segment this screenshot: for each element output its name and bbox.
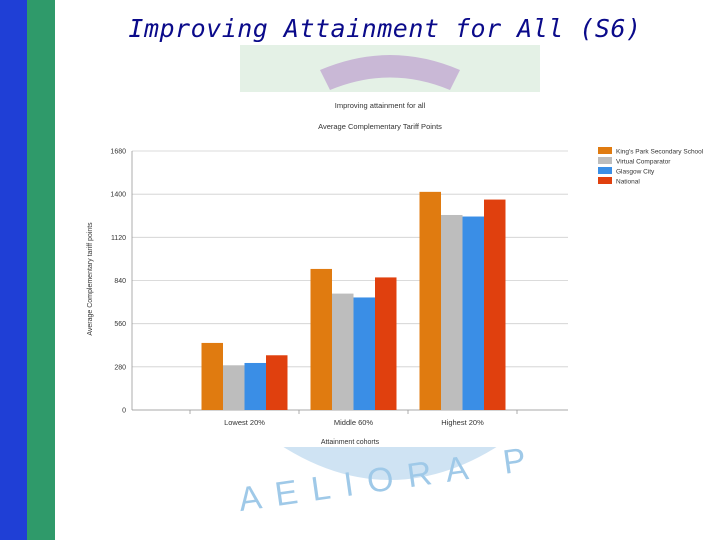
y-tick-labels: 0 280 560 840 1120 1400 1680: [110, 149, 126, 415]
legend-swatch: [598, 157, 612, 164]
y-tick-label: 1400: [110, 192, 126, 199]
bar: [484, 199, 506, 410]
bar: [223, 365, 245, 410]
bar: [244, 362, 266, 410]
y-tick-label: 840: [114, 278, 126, 285]
legend-swatch: [598, 177, 612, 184]
x-axis-label: Attainment cohorts: [321, 439, 380, 446]
chart-panel: Improving attainment for all Average Com…: [80, 92, 720, 447]
bar: [419, 191, 441, 410]
chart-subtitle: Average Complementary Tariff Points: [318, 122, 442, 131]
slide-title: Improving Attainment for All (S6): [128, 14, 642, 43]
left-accent-bar-green: [27, 0, 55, 540]
crest-ornament: [320, 55, 460, 90]
legend-entry: King's Park Secondary School: [616, 148, 704, 155]
y-tick-label: 1680: [110, 149, 126, 156]
bar: [441, 214, 463, 410]
bar: [201, 342, 223, 410]
y-tick-label: 1120: [111, 235, 126, 242]
bar: [375, 277, 397, 410]
bar: [332, 293, 354, 410]
y-axis-label: Average Complementary tariff points: [87, 222, 94, 336]
bar: [266, 355, 288, 410]
bar: [353, 297, 375, 410]
legend-swatch: [598, 147, 612, 154]
legend: King's Park Secondary School Virtual Comp…: [598, 147, 704, 185]
x-tick-label: Lowest 20%: [224, 418, 265, 427]
legend-swatch: [598, 167, 612, 174]
legend-entry: National: [616, 178, 640, 185]
bar-chart: Improving attainment for all Average Com…: [87, 101, 704, 446]
legend-entry: Glasgow City: [616, 168, 655, 175]
y-tick-label: 280: [114, 364, 126, 371]
x-tick-label: Middle 60%: [334, 418, 374, 427]
chart-title: Improving attainment for all: [335, 101, 426, 110]
bars: [201, 191, 506, 410]
bar: [310, 268, 332, 410]
y-tick-label: 0: [122, 408, 126, 415]
x-tick-labels: Lowest 20% Middle 60% Highest 20%: [189, 410, 518, 427]
left-accent-bar-blue: [0, 0, 27, 540]
bar: [462, 216, 484, 410]
legend-entry: Virtual Comparator: [616, 158, 671, 165]
y-tick-label: 560: [114, 321, 126, 328]
x-tick-label: Highest 20%: [441, 418, 484, 427]
